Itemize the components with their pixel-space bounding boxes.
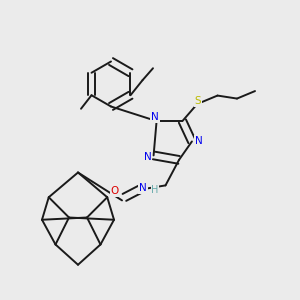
Text: N: N (144, 152, 152, 162)
Text: H: H (151, 185, 159, 195)
Text: N: N (151, 112, 159, 122)
Text: O: O (110, 186, 118, 197)
Text: S: S (195, 96, 201, 106)
Text: N: N (195, 136, 203, 146)
Text: N: N (139, 183, 147, 193)
